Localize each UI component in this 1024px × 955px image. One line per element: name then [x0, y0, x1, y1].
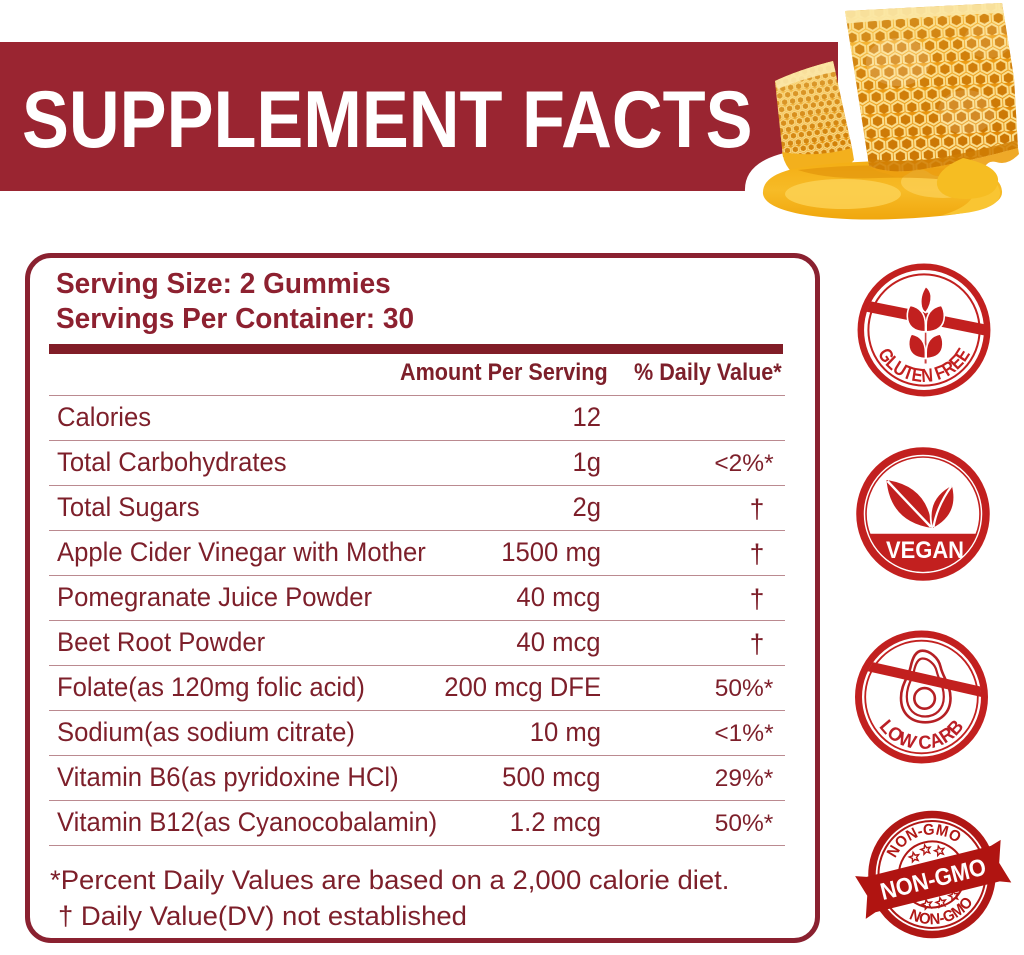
svg-text:VEGAN: VEGAN [886, 537, 964, 564]
